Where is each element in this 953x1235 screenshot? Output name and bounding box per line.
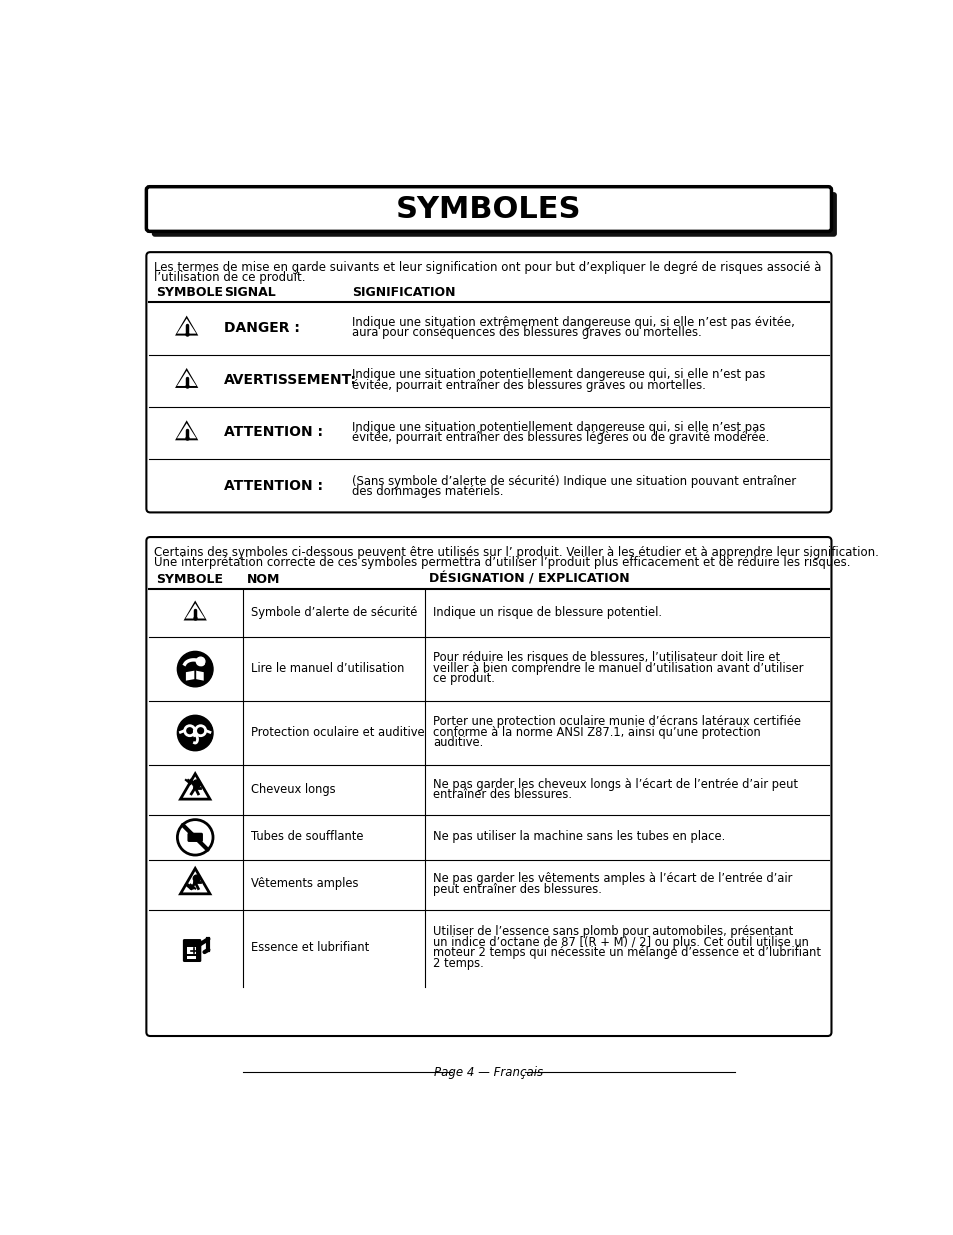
- Text: Utiliser de l’essence sans plomb pour automobiles, présentant: Utiliser de l’essence sans plomb pour au…: [433, 925, 793, 939]
- Polygon shape: [180, 774, 210, 799]
- Text: Ne pas utiliser la machine sans les tubes en place.: Ne pas utiliser la machine sans les tube…: [433, 830, 724, 844]
- Polygon shape: [177, 370, 196, 387]
- Polygon shape: [195, 671, 204, 680]
- Text: auditive.: auditive.: [433, 736, 483, 750]
- Text: ce produit.: ce produit.: [433, 672, 495, 685]
- Text: SYMBOLE: SYMBOLE: [155, 285, 222, 299]
- Text: Protection oculaire et auditive: Protection oculaire et auditive: [251, 726, 424, 739]
- Text: un indice d’octane de 87 [(R + M) / 2] ou plus. Cet outil utilise un: un indice d’octane de 87 [(R + M) / 2] o…: [433, 936, 808, 948]
- Text: Essence et lubrifiant: Essence et lubrifiant: [251, 941, 369, 953]
- Text: AVERTISSEMENT:: AVERTISSEMENT:: [224, 373, 356, 387]
- Text: ATTENTION :: ATTENTION :: [224, 425, 322, 440]
- Text: Tubes de soufflante: Tubes de soufflante: [251, 830, 363, 844]
- Text: conforme à la norme ANSI Z87.1, ainsi qu’une protection: conforme à la norme ANSI Z87.1, ainsi qu…: [433, 726, 760, 739]
- Text: Indique une situation potentiellement dangereuse qui, si elle n’est pas: Indique une situation potentiellement da…: [352, 421, 764, 433]
- Circle shape: [193, 781, 200, 788]
- Polygon shape: [174, 420, 198, 441]
- Polygon shape: [174, 368, 198, 388]
- Text: SIGNAL: SIGNAL: [224, 285, 275, 299]
- Polygon shape: [186, 671, 194, 680]
- Text: Page 4 — Français: Page 4 — Français: [434, 1066, 543, 1078]
- Circle shape: [177, 820, 213, 855]
- FancyBboxPatch shape: [152, 193, 836, 237]
- Text: des dommages matériels.: des dommages matériels.: [352, 485, 503, 498]
- Text: veiller à bien comprendre le manuel d’utilisation avant d’utiliser: veiller à bien comprendre le manuel d’ut…: [433, 662, 802, 674]
- Text: évitée, pourrait entraîner des blessures graves ou mortelles.: évitée, pourrait entraîner des blessures…: [352, 379, 705, 391]
- Text: SYMBOLE: SYMBOLE: [155, 573, 222, 585]
- Text: ATTENTION :: ATTENTION :: [224, 479, 322, 493]
- Text: SYMBOLES: SYMBOLES: [395, 195, 581, 224]
- Text: 2 temps.: 2 temps.: [433, 957, 483, 969]
- Text: entraîner des blessures.: entraîner des blessures.: [433, 788, 572, 802]
- Text: aura pour conséquences des blessures graves ou mortelles.: aura pour conséquences des blessures gra…: [352, 326, 700, 340]
- Circle shape: [193, 876, 200, 882]
- Circle shape: [177, 651, 213, 687]
- FancyBboxPatch shape: [187, 956, 195, 960]
- Circle shape: [177, 715, 213, 751]
- Circle shape: [196, 657, 205, 666]
- Text: Indique un risque de blessure potentiel.: Indique un risque de blessure potentiel.: [433, 606, 661, 619]
- Text: Une interprétation correcte de ces symboles permettra d’utiliser l’produit plus : Une interprétation correcte de ces symbo…: [154, 556, 850, 569]
- FancyBboxPatch shape: [146, 186, 831, 231]
- Polygon shape: [180, 868, 210, 894]
- Polygon shape: [185, 604, 205, 619]
- Polygon shape: [177, 319, 196, 333]
- Text: Ne pas garder les cheveux longs à l’écart de l’entrée d’air peut: Ne pas garder les cheveux longs à l’écar…: [433, 778, 798, 790]
- Text: Symbole d’alerte de sécurité: Symbole d’alerte de sécurité: [251, 606, 416, 619]
- Polygon shape: [177, 424, 196, 438]
- Text: Ne pas garder les vêtements amples à l’écart de l’entrée d’air: Ne pas garder les vêtements amples à l’é…: [433, 872, 792, 885]
- Text: Porter une protection oculaire munie d’écrans latéraux certifiée: Porter une protection oculaire munie d’é…: [433, 715, 801, 729]
- Text: (Sans symbole d’alerte de sécurité) Indique une situation pouvant entraîner: (Sans symbole d’alerte de sécurité) Indi…: [352, 474, 795, 488]
- Text: évitée, pourrait entraîner des blessures légères ou de gravité modérée.: évitée, pourrait entraîner des blessures…: [352, 431, 768, 445]
- Text: Indique une situation potentiellement dangereuse qui, si elle n’est pas: Indique une situation potentiellement da…: [352, 368, 764, 382]
- FancyBboxPatch shape: [183, 940, 200, 961]
- Text: moteur 2 temps qui nécessite un mélange d’essence et d’lubrifiant: moteur 2 temps qui nécessite un mélange …: [433, 946, 821, 960]
- Text: Lire le manuel d’utilisation: Lire le manuel d’utilisation: [251, 662, 404, 674]
- FancyBboxPatch shape: [146, 537, 831, 1036]
- Text: SIGNIFICATION: SIGNIFICATION: [352, 285, 455, 299]
- Text: Pour réduire les risques de blessures, l’utilisateur doit lire et: Pour réduire les risques de blessures, l…: [433, 651, 780, 664]
- Polygon shape: [183, 600, 207, 620]
- Text: DÉSIGNATION / EXPLICATION: DÉSIGNATION / EXPLICATION: [429, 573, 629, 585]
- Text: Indique une situation extrêmement dangereuse qui, si elle n’est pas évitée,: Indique une situation extrêmement danger…: [352, 316, 794, 329]
- Text: Certains des symboles ci-dessous peuvent être utilisés sur l’ produit. Veiller à: Certains des symboles ci-dessous peuvent…: [154, 546, 878, 559]
- Polygon shape: [174, 316, 198, 336]
- Text: peut entraîner des blessures.: peut entraîner des blessures.: [433, 883, 601, 895]
- FancyBboxPatch shape: [146, 252, 831, 513]
- Text: Cheveux longs: Cheveux longs: [251, 783, 335, 795]
- FancyBboxPatch shape: [187, 832, 203, 842]
- Text: Vêtements amples: Vêtements amples: [251, 877, 358, 890]
- Text: NOM: NOM: [247, 573, 280, 585]
- FancyBboxPatch shape: [187, 947, 195, 955]
- Text: DANGER :: DANGER :: [224, 321, 299, 335]
- Text: Les termes de mise en garde suivants et leur signification ont pour but d’expliq: Les termes de mise en garde suivants et …: [154, 262, 821, 274]
- Text: l’utilisation de ce produit.: l’utilisation de ce produit.: [154, 272, 305, 284]
